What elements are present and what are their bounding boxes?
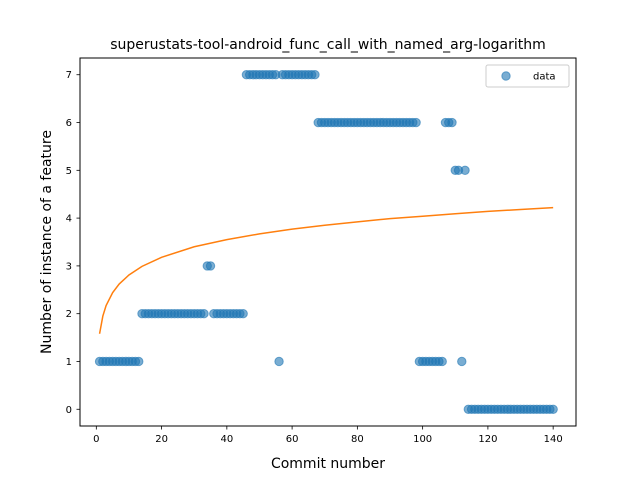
x-tick-label: 20 — [155, 434, 168, 445]
y-tick-label: 2 — [66, 309, 72, 320]
y-tick-label: 0 — [66, 405, 72, 416]
chart-title: superustats-tool-android_func_call_with_… — [110, 37, 546, 53]
y-tick-label: 1 — [66, 357, 72, 368]
legend: data — [485, 64, 570, 88]
legend-marker — [501, 71, 511, 81]
data-point — [205, 261, 216, 271]
axes-frame — [79, 57, 577, 427]
legend-box — [485, 64, 570, 88]
x-axis: 0 20 40 60 80 100 120 140 — [93, 426, 563, 445]
data-point — [238, 308, 248, 319]
x-tick-label: 140 — [544, 434, 563, 445]
data-point — [548, 404, 558, 414]
data-point — [437, 356, 447, 367]
y-tick-label: 3 — [66, 261, 72, 272]
x-tick-label: 40 — [220, 434, 233, 445]
data-point — [310, 70, 320, 80]
y-tick-label: 4 — [66, 214, 72, 225]
data-point — [134, 356, 144, 367]
data-point — [460, 165, 470, 176]
fit-line — [98, 206, 554, 334]
x-tick-label: 80 — [351, 434, 364, 445]
series-data — [94, 70, 558, 414]
y-tick-label: 5 — [66, 166, 72, 177]
y-tick-label: 6 — [66, 118, 72, 129]
y-axis-label: Number of instance of a feature — [39, 130, 55, 354]
legend-label: data — [533, 72, 556, 83]
y-tick-label: 7 — [66, 70, 72, 81]
data-point — [447, 117, 457, 128]
x-tick-label: 100 — [413, 434, 432, 445]
data-point — [411, 117, 421, 128]
plot-area — [94, 70, 558, 414]
x-axis-label: Commit number — [271, 456, 385, 472]
data-point — [274, 356, 284, 367]
data-point — [457, 356, 467, 367]
x-tick-label: 120 — [478, 434, 497, 445]
y-axis: 0 1 2 3 4 5 6 7 — [66, 70, 80, 416]
data-point — [199, 308, 209, 319]
x-tick-label: 0 — [93, 434, 99, 445]
x-tick-label: 60 — [286, 434, 299, 445]
